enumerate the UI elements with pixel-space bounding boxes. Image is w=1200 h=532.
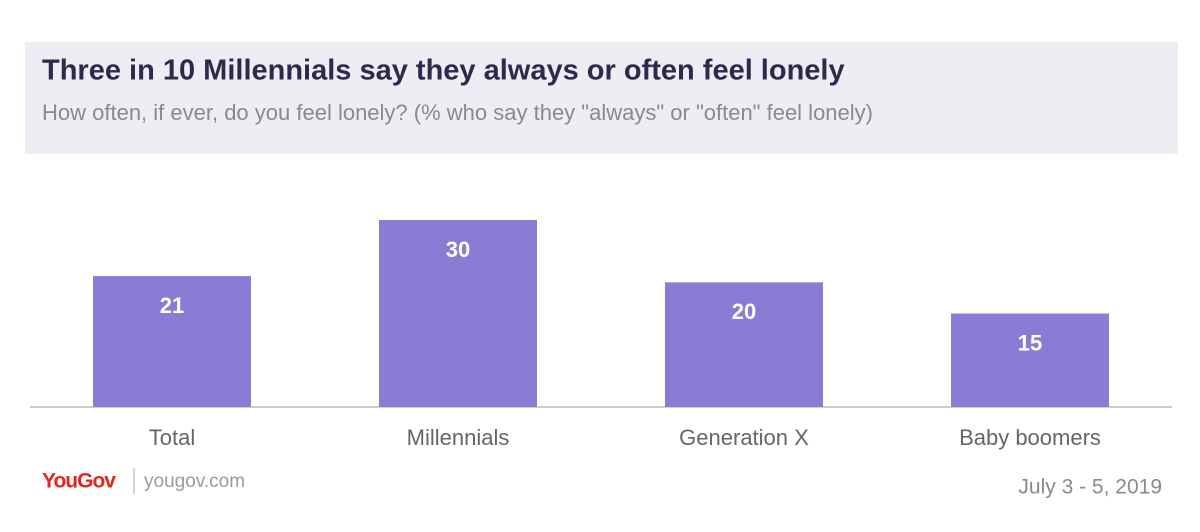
x-tick-label: Generation X: [679, 425, 809, 450]
bar: [93, 276, 251, 407]
value-label: 20: [732, 299, 756, 324]
source: yougov.com: [144, 471, 245, 492]
header-background: [25, 42, 1178, 154]
brand-logo: YouGov: [42, 470, 116, 493]
value-label: 30: [446, 237, 470, 262]
bar: [665, 282, 823, 407]
x-tick-label: Baby boomers: [959, 425, 1101, 450]
x-tick-label: Millennials: [407, 425, 510, 450]
chart-title: Three in 10 Millennials say they always …: [42, 55, 845, 87]
bar: [951, 313, 1109, 407]
value-label: 21: [160, 293, 184, 318]
chart-subtitle: How often, if ever, do you feel lonely? …: [42, 100, 873, 125]
value-label: 15: [1018, 330, 1042, 355]
date: July 3 - 5, 2019: [1018, 476, 1162, 499]
bar: [379, 220, 537, 407]
x-tick-label: Total: [149, 425, 195, 450]
